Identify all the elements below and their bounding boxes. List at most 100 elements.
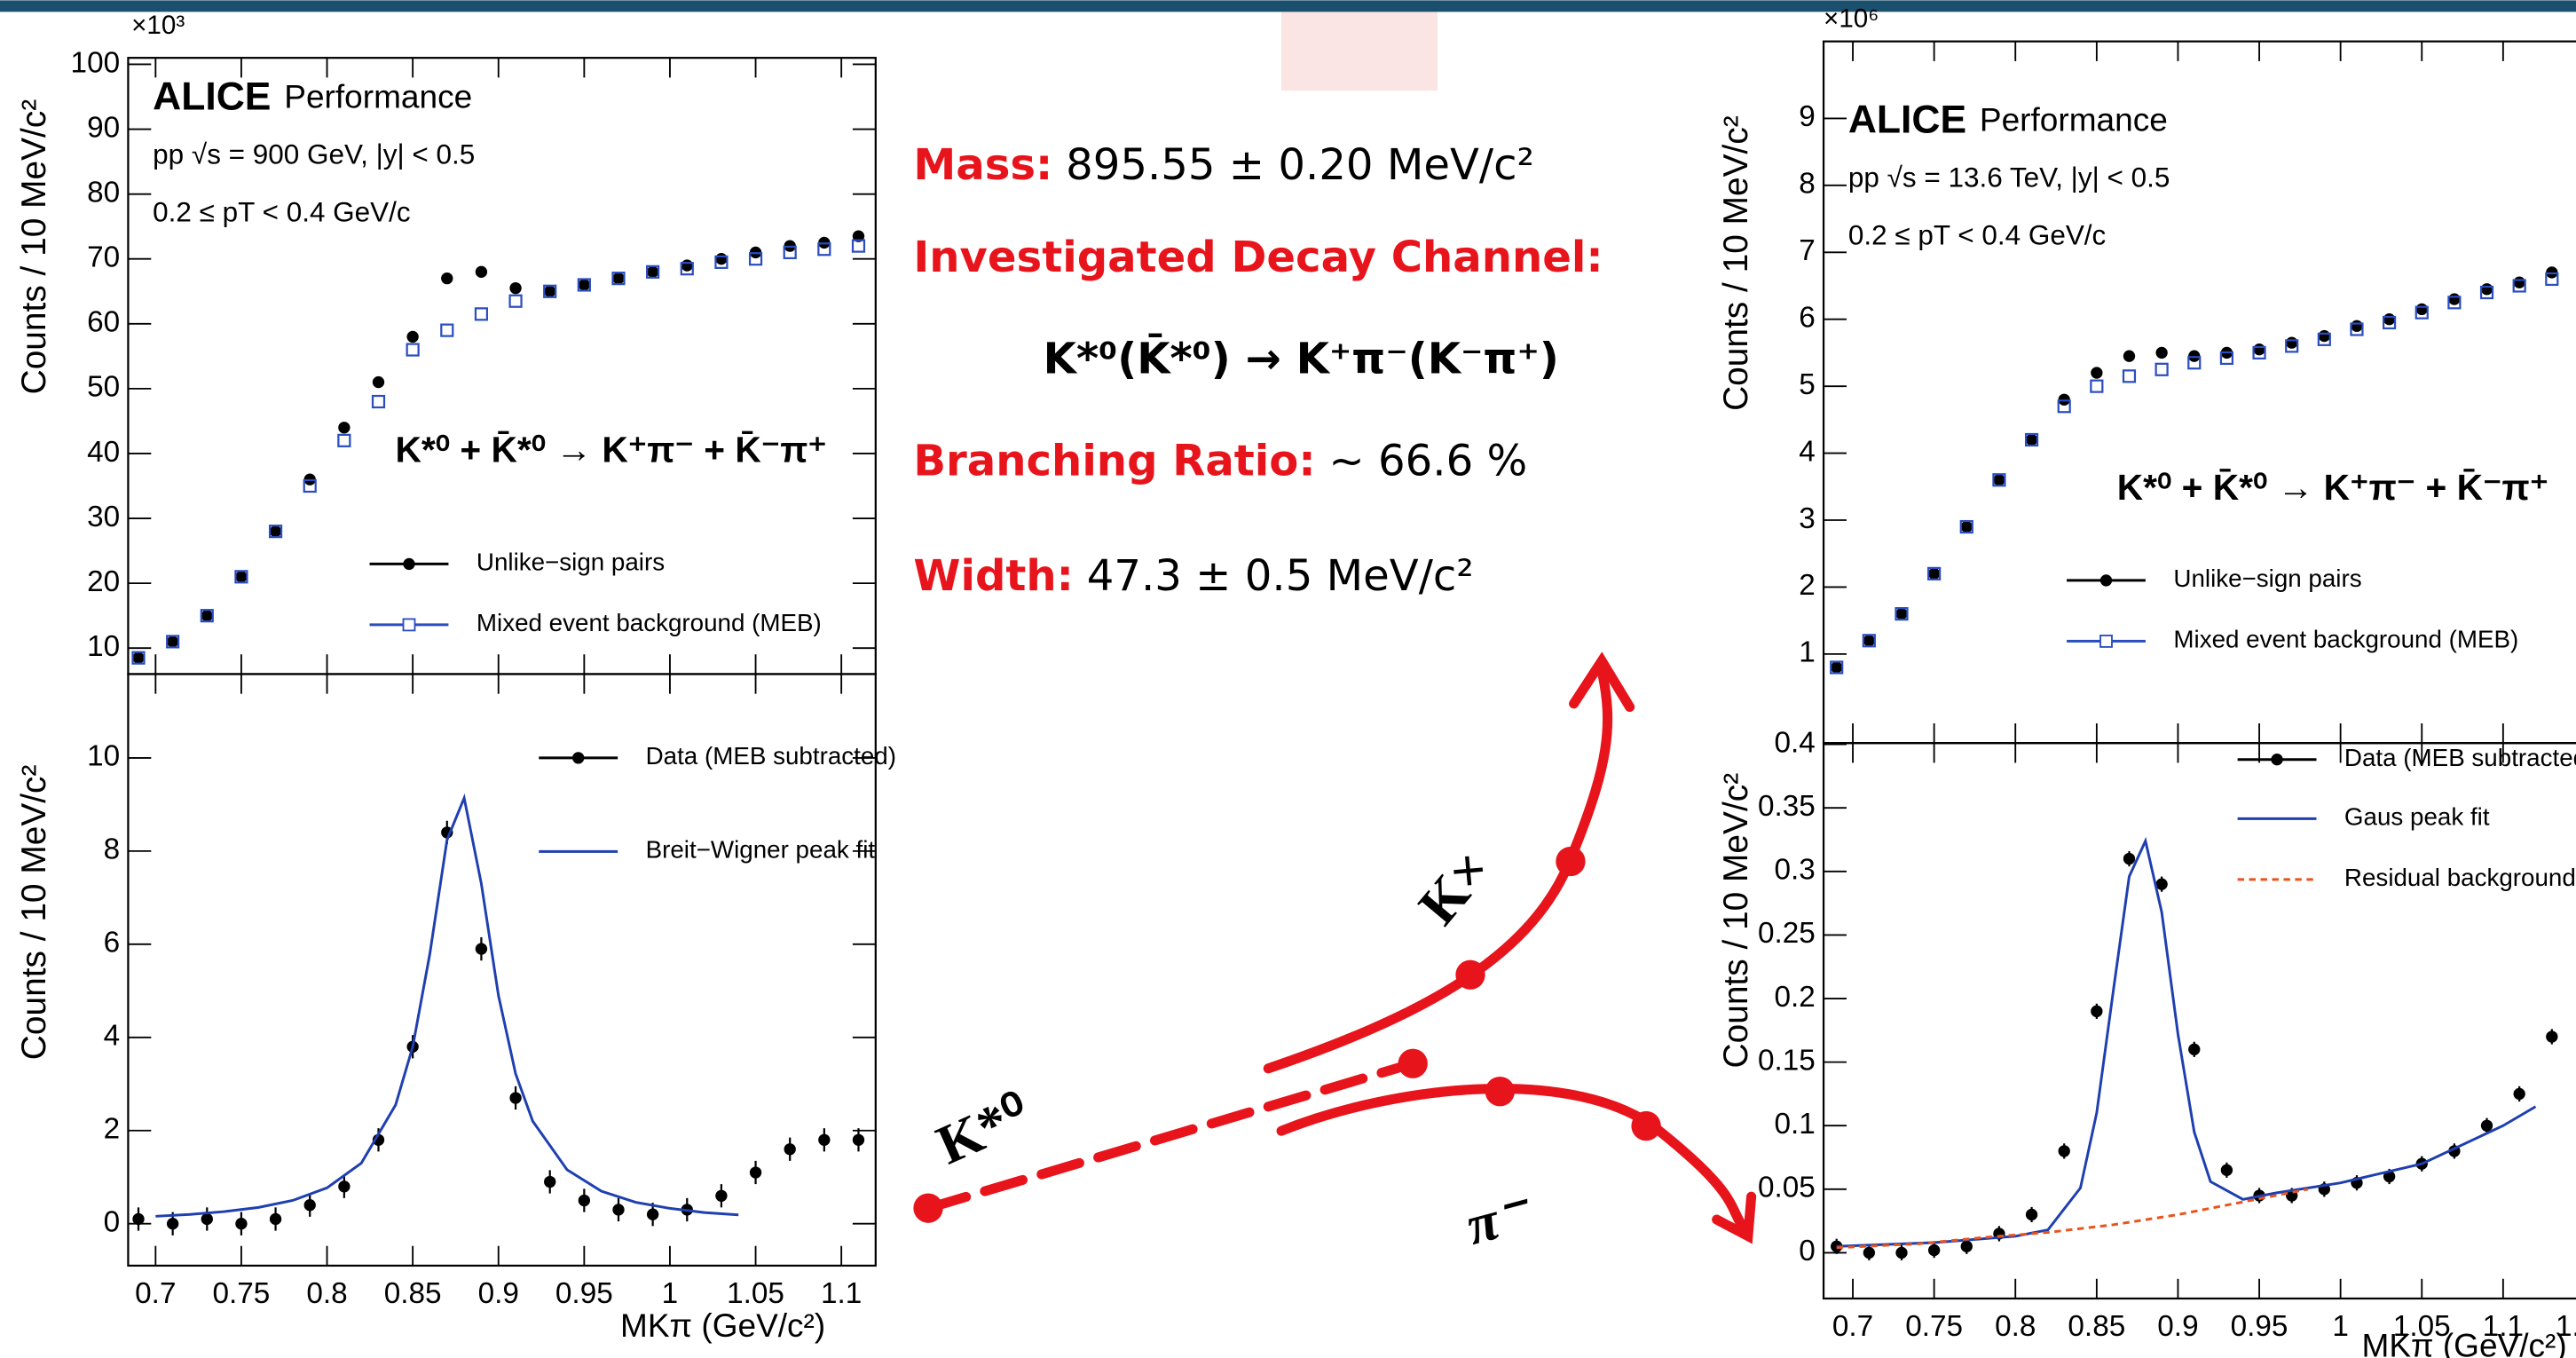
point [2319,330,2330,342]
point [818,1134,830,1146]
energy-label: pp √s = 13.6 TeV, |y| < 0.5 [1848,162,2170,193]
y-tick-label: 7 [1799,234,1816,267]
pt-label: 0.2 ≤ pT < 0.4 GeV/c [1848,219,2106,250]
y-tick-label: 6 [104,927,121,959]
y-tick-label: 10 [87,740,120,773]
y-tick-label: 3 [1799,502,1816,535]
x-tick-label: 0.85 [2068,1310,2125,1343]
point [1928,1244,1940,1256]
y-tick-label: 100 [71,46,121,79]
point [853,1134,864,1146]
reaction-label: K*⁰ + K̄*⁰ → K⁺π⁻ + K̄⁻π⁺ [2117,467,2548,508]
y-tick-label: 4 [104,1020,121,1053]
y-axis-label: Counts / 10 MeV/c² [1717,773,1755,1069]
performance: Performance [1980,100,2168,138]
point [235,571,247,582]
br-line: Branching Ratio:~ 66.6 % [913,436,1527,486]
legend-marker [404,619,415,630]
experiment: ALICE [1848,98,1966,141]
y-tick-label: 30 [87,501,120,533]
energy-label: pp √s = 900 GeV, |y| < 0.5 [153,139,475,170]
point [509,1092,521,1103]
point [132,652,144,664]
point [544,1176,555,1188]
point [750,1166,761,1178]
width-line: Width:47.3 ± 0.5 MeV/c² [913,551,1473,601]
x-axis-label: MKπ (GeV/c²) [2362,1326,2567,1358]
mass-value: 895.55 ± 0.20 MeV/c² [1066,140,1534,190]
point [338,422,350,433]
x-tick-label: 0.9 [2157,1310,2198,1343]
y-tick-label: 8 [104,833,121,866]
legend-marker [403,558,414,570]
point [338,1180,350,1192]
point [579,279,590,290]
y-tick-label: 60 [87,306,120,339]
legend-label: Mixed event background (MEB) [477,609,822,636]
legend-label: Gaus peak fit [2344,803,2490,831]
point [544,286,555,297]
y-tick-label: 70 [87,241,120,274]
x-tick-label: 1.1 [821,1277,862,1310]
y-tick-label: 0.25 [1758,917,1816,950]
y-tick-label: 0.2 [1774,981,1815,1014]
point [476,266,487,278]
y-tick-label: 0 [1799,1235,1816,1267]
point [406,331,418,343]
point [1895,608,1907,620]
y-tick-label: 20 [87,565,120,598]
point [235,1218,247,1229]
y-tick-label: 0.05 [1758,1172,1816,1204]
legend-marker [2100,636,2112,647]
x-tick-label: 0.7 [135,1277,176,1310]
axis-exponent: ×10⁶ [1824,4,1879,33]
vertex-dot [1398,1049,1428,1078]
vertex-dot [1485,1077,1515,1106]
point [2546,1030,2557,1042]
point [612,272,624,284]
experiment: ALICE [153,75,271,118]
point [2026,434,2037,446]
y-tick-label: 0.35 [1758,790,1816,823]
point [2253,343,2265,355]
point [1831,661,1842,673]
point [612,1204,624,1215]
x-tick-label: 0.8 [306,1277,347,1310]
point [2026,1209,2037,1220]
point [2383,313,2395,325]
point [1863,1247,1875,1259]
x-tick-label: 0.95 [555,1277,613,1310]
width-value: 47.3 ± 0.5 MeV/c² [1087,551,1474,601]
vertex-dot [1631,1111,1660,1141]
point [1895,1247,1907,1259]
channel: K*⁰(K̄*⁰) → K⁺π⁻(K⁻π⁺) [1044,333,1559,384]
y-tick-label: 0.1 [1774,1108,1815,1141]
x-axis-label: MKπ (GeV/c²) [620,1307,825,1344]
y-tick-label: 6 [1799,302,1816,335]
legend-marker [572,752,584,763]
y-tick-label: 1 [1799,636,1816,669]
point [270,525,281,537]
point [579,1195,590,1206]
vertex-dot [913,1193,942,1222]
point [715,253,727,264]
point [2514,277,2525,288]
y-tick-label: 10 [87,630,120,663]
point [681,259,693,271]
mass-line: Mass:895.55 ± 0.20 MeV/c² [913,140,1533,190]
point [270,1213,281,1225]
point [2448,293,2460,304]
y-tick-label: 5 [1799,368,1816,401]
point [2221,1165,2233,1176]
point [2514,1088,2525,1100]
point [1993,474,2005,486]
point [476,943,487,954]
point [2481,283,2493,295]
y-tick-label: 9 [1799,100,1816,133]
point [1863,635,1875,646]
x-tick-label: 1 [662,1277,679,1310]
y-tick-label: 0 [104,1206,121,1239]
point [2188,1044,2200,1055]
y-tick-label: 0.3 [1774,854,1815,887]
legend-label: Unlike−sign pairs [477,549,665,576]
